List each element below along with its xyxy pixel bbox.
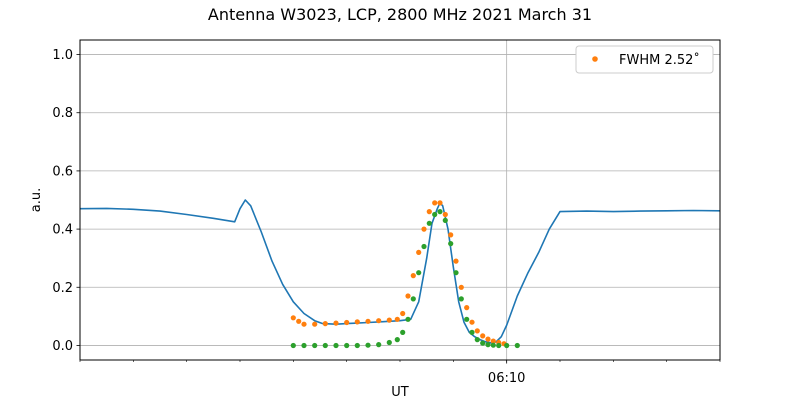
data-point bbox=[354, 319, 360, 325]
data-point bbox=[376, 342, 382, 348]
data-point bbox=[490, 342, 496, 348]
series-line bbox=[79, 199, 721, 344]
data-point bbox=[485, 342, 491, 348]
data-point bbox=[365, 342, 371, 348]
data-point bbox=[469, 319, 475, 325]
data-point bbox=[458, 284, 464, 290]
grid bbox=[80, 40, 720, 360]
data-point bbox=[421, 226, 427, 232]
data-point bbox=[400, 329, 406, 335]
data-point bbox=[448, 241, 454, 247]
data-point bbox=[312, 342, 318, 349]
data-point bbox=[480, 340, 486, 346]
data-point bbox=[504, 342, 510, 349]
data-point bbox=[458, 296, 464, 302]
data-point bbox=[322, 321, 328, 327]
data-point bbox=[405, 316, 411, 322]
data-point bbox=[365, 318, 371, 324]
data-point bbox=[421, 243, 427, 250]
data-point bbox=[354, 342, 360, 349]
data-point bbox=[426, 209, 432, 215]
data-point bbox=[490, 338, 496, 344]
data-point bbox=[448, 232, 454, 238]
data-point bbox=[416, 249, 422, 255]
data-point bbox=[312, 321, 318, 327]
axes: 0.0 0.2 0.4 0.6 0.8 1.0 06:10 bbox=[52, 48, 721, 386]
y-tick-label: 0.2 bbox=[52, 281, 73, 296]
data-point bbox=[496, 342, 502, 349]
data-point bbox=[432, 211, 438, 218]
data-point bbox=[386, 339, 392, 346]
legend: FWHM 2.52˚ bbox=[575, 45, 714, 74]
data-point bbox=[437, 209, 443, 215]
data-point bbox=[469, 329, 475, 335]
data-point bbox=[426, 220, 432, 226]
data-point bbox=[333, 342, 339, 349]
plot-frame bbox=[79, 39, 721, 361]
data-point bbox=[400, 310, 406, 317]
data-point bbox=[485, 336, 491, 342]
data-point bbox=[410, 273, 416, 279]
data-point bbox=[376, 318, 382, 324]
data-point bbox=[333, 320, 339, 326]
chart-title: Antenna W3023, LCP, 2800 MHz 2021 March … bbox=[208, 5, 592, 24]
y-tick-label: 1.0 bbox=[52, 48, 73, 63]
y-tick-label: 0.0 bbox=[52, 339, 73, 354]
data-point bbox=[442, 217, 448, 223]
data-point bbox=[474, 337, 480, 343]
data-point bbox=[290, 342, 296, 349]
data-point bbox=[322, 342, 328, 349]
data-point bbox=[410, 296, 416, 302]
data-point bbox=[480, 333, 486, 339]
x-tick-label: 06:10 bbox=[488, 371, 525, 386]
legend-label: FWHM 2.52˚ bbox=[619, 52, 700, 68]
data-point bbox=[416, 270, 422, 276]
data-point bbox=[405, 293, 411, 299]
data-point bbox=[474, 328, 480, 334]
data-point bbox=[442, 211, 448, 218]
data-point bbox=[464, 316, 470, 322]
y-axis-label: a.u. bbox=[29, 188, 44, 212]
data-point bbox=[386, 317, 392, 323]
y-tick-label: 0.4 bbox=[52, 223, 73, 238]
data-point bbox=[344, 319, 350, 326]
data-point bbox=[290, 315, 296, 321]
data-point bbox=[514, 342, 520, 349]
x-axis-label: UT bbox=[391, 385, 409, 400]
legend-marker bbox=[592, 56, 598, 62]
legend-box bbox=[575, 45, 714, 74]
data-point bbox=[394, 316, 400, 322]
data-point bbox=[437, 200, 443, 206]
data-point bbox=[394, 337, 400, 343]
data-point bbox=[464, 305, 470, 311]
data-point bbox=[301, 321, 307, 327]
series-layer bbox=[79, 199, 721, 349]
y-tick-label: 0.6 bbox=[52, 164, 73, 179]
y-tick-label: 0.8 bbox=[52, 106, 73, 121]
data-point bbox=[301, 342, 307, 349]
data-point bbox=[432, 200, 438, 206]
data-point bbox=[344, 342, 350, 349]
data-point bbox=[453, 270, 459, 276]
data-point bbox=[296, 318, 302, 324]
data-point bbox=[453, 258, 459, 264]
